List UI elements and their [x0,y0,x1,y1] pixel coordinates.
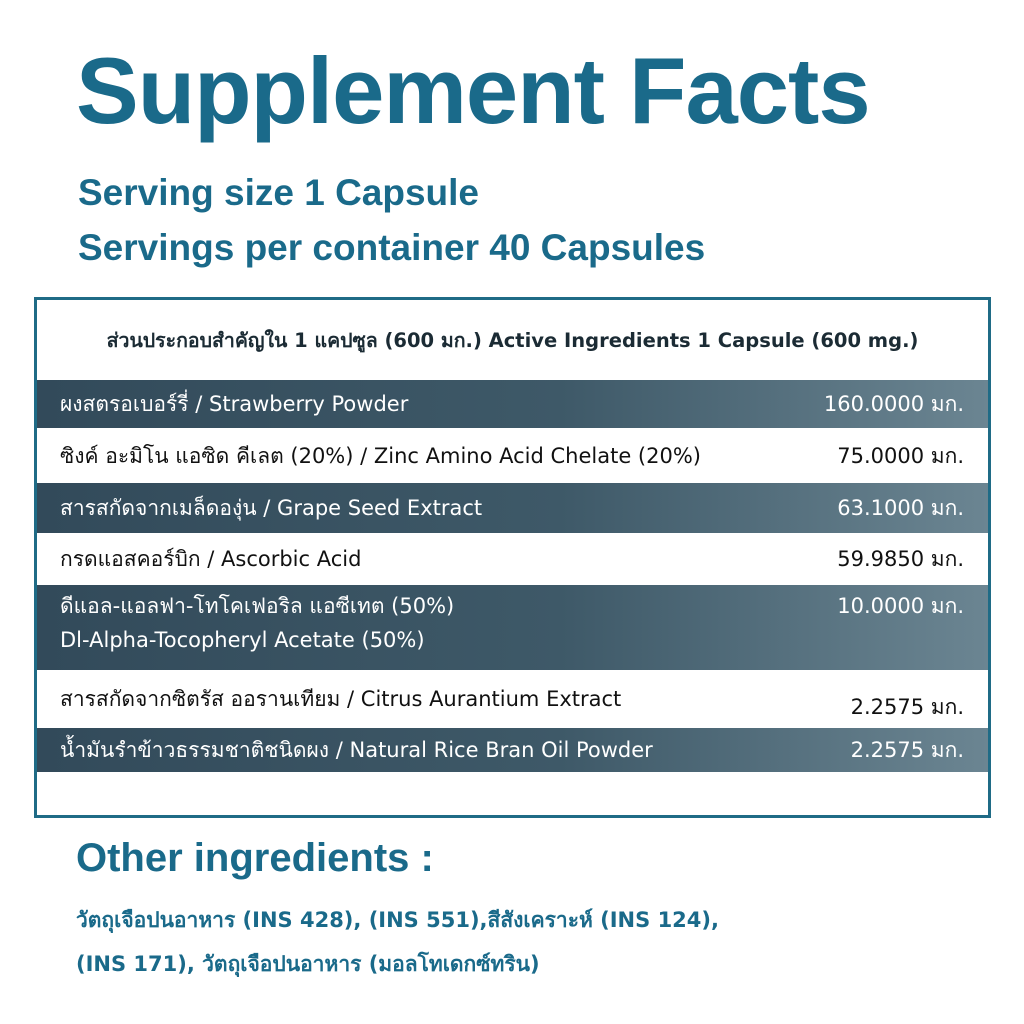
ingredient-row-tocopheryl: ดีแอล-แอลฟา-โทโคเฟอริล แอซีเทต (50%) Dl-… [37,585,988,670]
ingredient-row-zinc: ซิงค์ อะมิโน แอซิด คีเลต (20%) / Zinc Am… [37,428,988,483]
supplement-facts-table: ส่วนประกอบสำคัญใน 1 แคปซูล (600 มก.) Act… [34,297,991,818]
ingredient-name: สารสกัดจากเมล็ดองุ่น / Grape Seed Extrac… [60,496,483,520]
table-header: ส่วนประกอบสำคัญใน 1 แคปซูล (600 มก.) Act… [106,328,919,352]
serving-size: Serving size 1 Capsule [78,172,480,213]
page-title: Supplement Facts [76,38,871,143]
ingredient-name: ผงสตรอเบอร์รี่ / Strawberry Powder [60,392,409,416]
ingredient-name-english: Dl-Alpha-Tocopheryl Acetate (50%) [60,628,425,652]
ingredient-row-strawberry: ผงสตรอเบอร์รี่ / Strawberry Powder 160.0… [37,380,988,428]
ingredient-name: กรดแอสคอร์บิก / Ascorbic Acid [60,547,362,571]
other-ingredients-title: Other ingredients : [76,836,434,880]
ingredient-name-thai: ดีแอล-แอลฟา-โทโคเฟอริล แอซีเทต (50%) [60,594,455,618]
ingredient-amount: 160.0000 มก. [823,392,964,416]
ingredient-amount: 2.2575 มก. [850,738,964,762]
servings-per-container: Servings per container 40 Capsules [78,227,706,268]
ingredient-row-rice-bran: น้ำมันรำข้าวธรรมชาติชนิดผง / Natural Ric… [37,728,988,772]
ingredient-amount: 10.0000 มก. [837,594,964,618]
ingredient-name: ซิงค์ อะมิโน แอซิด คีเลต (20%) / Zinc Am… [60,443,701,468]
ingredient-name: สารสกัดจากซิตรัส ออรานเทียม / Citrus Aur… [60,687,622,711]
other-ingredients-line: วัตถุเจือปนอาหาร (INS 428), (INS 551),สี… [76,908,719,932]
ingredient-amount: 59.9850 มก. [837,547,964,571]
ingredient-row-ascorbic-acid: กรดแอสคอร์บิก / Ascorbic Acid 59.9850 มก… [37,533,988,585]
ingredient-row-citrus: สารสกัดจากซิตรัส ออรานเทียม / Citrus Aur… [37,670,988,728]
ingredient-amount: 63.1000 มก. [837,496,964,520]
ingredient-name: น้ำมันรำข้าวธรรมชาติชนิดผง / Natural Ric… [60,738,653,762]
ingredient-amount: 75.0000 มก. [837,443,964,468]
ingredient-name: ดีแอล-แอลฟา-โทโคเฟอริล แอซีเทต (50%) Dl-… [60,589,454,657]
ingredient-row-grape-seed: สารสกัดจากเมล็ดองุ่น / Grape Seed Extrac… [37,483,988,533]
other-ingredients-line: (INS 171), วัตถุเจือปนอาหาร (มอลโทเดกซ์ท… [76,952,540,976]
ingredient-amount: 2.2575 มก. [850,695,964,719]
other-ingredients-text: วัตถุเจือปนอาหาร (INS 428), (INS 551),สี… [76,898,1006,986]
